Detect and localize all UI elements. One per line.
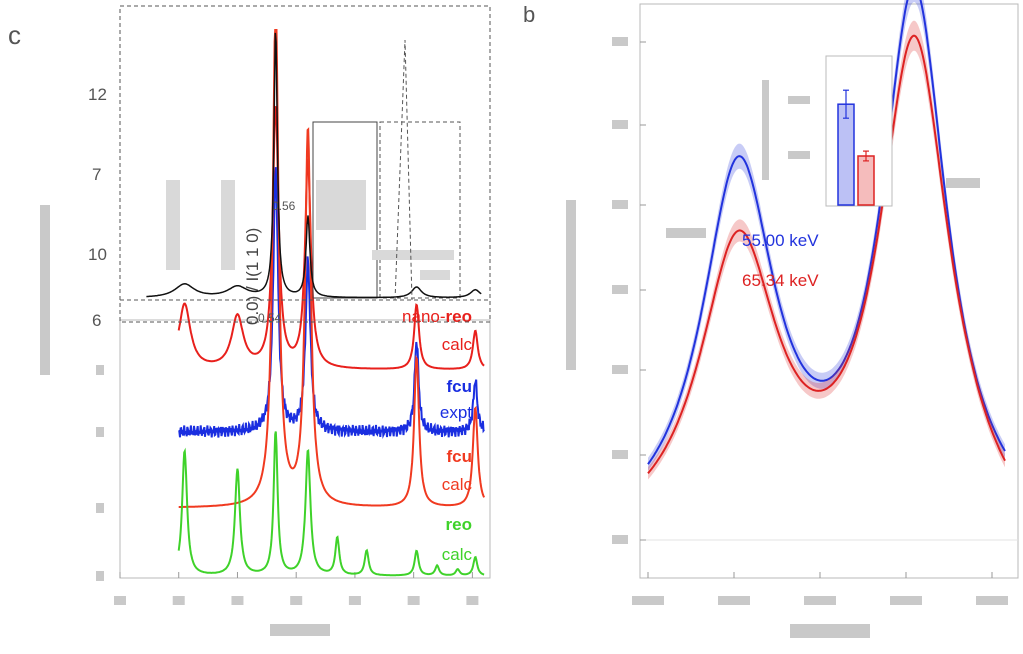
inset-bar <box>857 155 875 206</box>
bar-inset-ylabel-blurred <box>762 80 769 180</box>
right-y-axis-label-blurred <box>566 200 576 370</box>
inset-bar <box>837 103 855 206</box>
left-y-tick-label-blurred <box>96 571 104 581</box>
right-inset <box>762 55 893 207</box>
inset-axis-label: 0.0) / I(1 1 0) <box>243 228 262 325</box>
right-x-tick-label-blurred <box>890 596 922 605</box>
right-x-tick-label-blurred <box>976 596 1008 605</box>
left-x-tick-label-blurred <box>348 596 361 605</box>
trace-reo-calc <box>177 431 485 577</box>
series-label-name: fcu <box>447 447 473 466</box>
inset-annot-bottom: 0.54 <box>258 311 282 325</box>
left-inset: 12 7 10 6 0.0) / I(1 1 0) 0.56 0.54 <box>88 5 491 330</box>
legend-55kev: 55.00 keV <box>742 231 819 250</box>
inset-tick-3: 10 <box>88 245 107 264</box>
right-x-ticks <box>632 572 1008 605</box>
bar-inset-bars <box>788 89 875 206</box>
series-label-sub: calc <box>442 335 473 354</box>
series-label-name: fcu <box>447 377 473 396</box>
right-y-tick-label-blurred <box>612 285 628 294</box>
left-y-tick-label-blurred <box>96 427 104 437</box>
bar-inset-frame <box>825 55 893 207</box>
right-y-tick-label-blurred <box>612 535 628 544</box>
right-y-tick-label-blurred <box>612 200 628 209</box>
left-x-tick-label-blurred <box>466 596 479 605</box>
inset-tick-4: 6 <box>92 311 101 330</box>
series-label-bold: reo <box>446 515 472 534</box>
inset-tick-1: 12 <box>88 85 107 104</box>
series-label-sub: calc <box>442 545 473 564</box>
left-y-axis-label-blurred <box>40 205 50 375</box>
right-plot-frame <box>639 3 1019 579</box>
inset-dashed-box <box>379 121 461 299</box>
left-traces <box>177 29 486 577</box>
left-panel: c nano-reo calc fcu expt fcu calc reo calc 12 7… <box>8 5 491 636</box>
right-x-axis-label-blurred <box>790 624 870 638</box>
trace-fcu-expt <box>178 167 485 439</box>
left-x-tick-label-blurred <box>407 596 420 605</box>
inset-blurred-blocks <box>166 180 454 280</box>
left-x-ticks <box>114 572 479 605</box>
right-x-tick-label-blurred <box>718 596 750 605</box>
trace-65.34-keV <box>647 34 1006 474</box>
series-label-bold: reo <box>446 307 472 326</box>
series-label-name: nano-reo <box>402 307 472 326</box>
left-y-tick-label-blurred <box>96 503 104 513</box>
left-x-tick-label-blurred <box>290 596 303 605</box>
bar-inset-tick-blurred <box>788 151 810 159</box>
panel-letter-a: c <box>8 20 21 50</box>
band-55.00-keV <box>648 0 1005 471</box>
peak-label-right-blurred <box>946 178 980 188</box>
series-label-bold: fcu <box>447 447 473 466</box>
right-y-ticks <box>612 37 646 544</box>
inset-solid-box <box>312 121 378 299</box>
inset-blurred-block <box>221 180 235 270</box>
inset-annot-top: 0.56 <box>272 199 296 213</box>
series-label-sub: expt <box>440 403 472 422</box>
inset-trace <box>146 32 482 299</box>
series-label-name: reo <box>446 515 472 534</box>
inset-tick-2: 7 <box>92 165 101 184</box>
right-y-tick-label-blurred <box>612 37 628 46</box>
left-x-tick-label-blurred <box>172 596 185 605</box>
inset-blurred-block <box>372 250 454 260</box>
left-x-tick-label-blurred <box>231 596 244 605</box>
right-panel: b 55.00 keV 65.34 keV <box>523 0 1019 638</box>
series-label-bold: fcu <box>447 377 473 396</box>
right-y-tick-label-blurred <box>612 365 628 374</box>
inset-blurred-block <box>316 180 366 230</box>
panel-letter-b: b <box>523 2 535 27</box>
bar-inset-tick-blurred <box>788 96 810 104</box>
right-x-tick-label-blurred <box>632 596 664 605</box>
left-series-labels: nano-reo calc fcu expt fcu calc reo calc <box>402 307 472 564</box>
legend-65kev: 65.34 keV <box>742 271 819 290</box>
left-x-tick-label-blurred <box>114 596 126 605</box>
series-label-prefix: nano- <box>402 307 445 326</box>
left-y-tick-label-blurred <box>96 365 104 375</box>
right-x-tick-label-blurred <box>804 596 836 605</box>
trace-fcu-calc <box>178 29 486 508</box>
trace-nano-reo-calc <box>177 106 485 370</box>
peak-label-left-blurred <box>666 228 706 238</box>
right-y-tick-label-blurred <box>612 450 628 459</box>
series-label-sub: calc <box>442 475 473 494</box>
left-x-axis-label-blurred <box>270 624 330 636</box>
left-y-ticks <box>96 365 104 581</box>
inset-dashed-frame <box>119 5 491 323</box>
trace-55.00-keV <box>647 0 1006 465</box>
inset-dashed-peak <box>394 39 413 301</box>
inset-blurred-block <box>420 270 450 280</box>
inset-blurred-block <box>166 180 180 270</box>
right-y-tick-label-blurred <box>612 120 628 129</box>
right-traces <box>647 0 1006 480</box>
